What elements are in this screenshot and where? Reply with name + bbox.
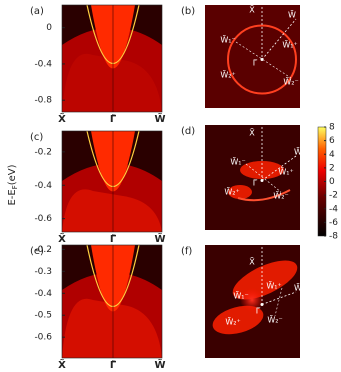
frame [61, 244, 163, 359]
k-point-label: W̃ [294, 282, 302, 292]
y-tick-label: -0.2 [34, 147, 52, 157]
k-point-label: Γ̃ [256, 307, 261, 316]
colorbar-tick-label: 6 [329, 136, 335, 146]
colorbar-tick-label: 2 [329, 163, 335, 173]
k-point-label: W̃ [288, 9, 296, 19]
x-tick-label: X̃ [58, 112, 66, 125]
y-tick-label: -0.2 [34, 245, 52, 255]
dir-line [235, 41, 292, 79]
pocket [212, 305, 264, 335]
y-tick-label: -0.4 [34, 181, 52, 191]
k-point-label: W̃₁⁻ [220, 34, 235, 44]
x-tick-label: X̃ [58, 232, 66, 245]
y-tick-label: 0 [46, 23, 52, 33]
k-point-label: W̃₂⁻ [267, 314, 282, 324]
y-tick-label: -0.6 [34, 333, 52, 343]
y-tick-label: -0.4 [34, 59, 52, 69]
heatmap-lobe [62, 298, 162, 358]
k-point-label: W̃₂⁺ [225, 316, 240, 326]
k-point-label: X̃ [249, 127, 255, 137]
k-point-label: W̃ [294, 146, 302, 156]
k-point-label: W̃₂⁻ [283, 76, 298, 86]
panel-label: (a) [30, 6, 44, 17]
k-point-label: W̃₂⁻ [273, 190, 288, 200]
y-tick-label: -0.3 [34, 267, 52, 277]
x-tick-label: W̃ [154, 112, 165, 125]
colorbar-tick-label: -6 [329, 218, 338, 228]
panel-label: (b) [181, 6, 195, 17]
x-tick-label: X̃ [58, 358, 66, 371]
panel-label: (c) [30, 132, 43, 143]
colorbar-tick-label: -4 [329, 204, 338, 214]
x-tick-label: W̃ [154, 358, 165, 371]
k-point-label: Γ̃ [253, 179, 258, 188]
x-tick-label: Γ̃ [110, 359, 117, 371]
k-point-label: W̃₂⁺ [224, 186, 239, 196]
k-point-label: X̃ [249, 256, 255, 266]
y-tick-label: -0.4 [34, 289, 52, 299]
k-point-label: W̃₁⁺ [282, 39, 297, 49]
dir-line [261, 18, 297, 60]
fermi-ring [227, 24, 297, 95]
panel-label: (f) [181, 246, 192, 257]
frame [61, 130, 163, 233]
frame [61, 4, 163, 113]
gamma-point [260, 303, 264, 306]
colorbar-tick-label: -2 [329, 191, 338, 201]
k-point-label: X̃ [249, 4, 255, 14]
k-point-label: Γ̃ [253, 59, 258, 68]
k-point-label: W̃₁⁻ [233, 290, 248, 300]
map-bg [205, 5, 300, 108]
k-point-label: W̃₂⁺ [220, 69, 235, 79]
pocket [240, 161, 284, 179]
dir-line [261, 155, 297, 181]
colorbar-tick-label: 0 [329, 177, 335, 187]
y-axis-label: E-EF(eV) [7, 164, 19, 205]
x-tick-label: Γ̃ [110, 113, 117, 125]
panel-label: (e) [30, 246, 44, 257]
k-point-label: W̃₁⁺ [266, 280, 281, 290]
x-tick-label: W̃ [154, 232, 165, 245]
arc [237, 189, 291, 202]
y-tick-label: -0.8 [34, 96, 52, 106]
k-point-label: W̃₁⁻ [230, 156, 245, 166]
y-tick-label: -0.6 [34, 214, 52, 224]
colorbar-tick-label: -8 [329, 232, 338, 242]
x-tick-label: Γ̃ [110, 233, 117, 245]
heatmap-lobe [62, 53, 162, 112]
colorbar-tick-label: 8 [329, 123, 335, 133]
dir-line [245, 163, 282, 193]
y-tick-label: -0.5 [34, 311, 52, 321]
gamma-point [260, 179, 264, 182]
glow [240, 288, 264, 312]
dir-line [274, 287, 283, 317]
k-point-label: W̃₁⁺ [278, 166, 293, 176]
pocket [228, 185, 252, 199]
panel-label: (d) [181, 126, 195, 137]
gamma-point [260, 58, 264, 61]
heatmap-lobe [62, 189, 162, 232]
colorbar-tick-label: 4 [329, 150, 335, 160]
